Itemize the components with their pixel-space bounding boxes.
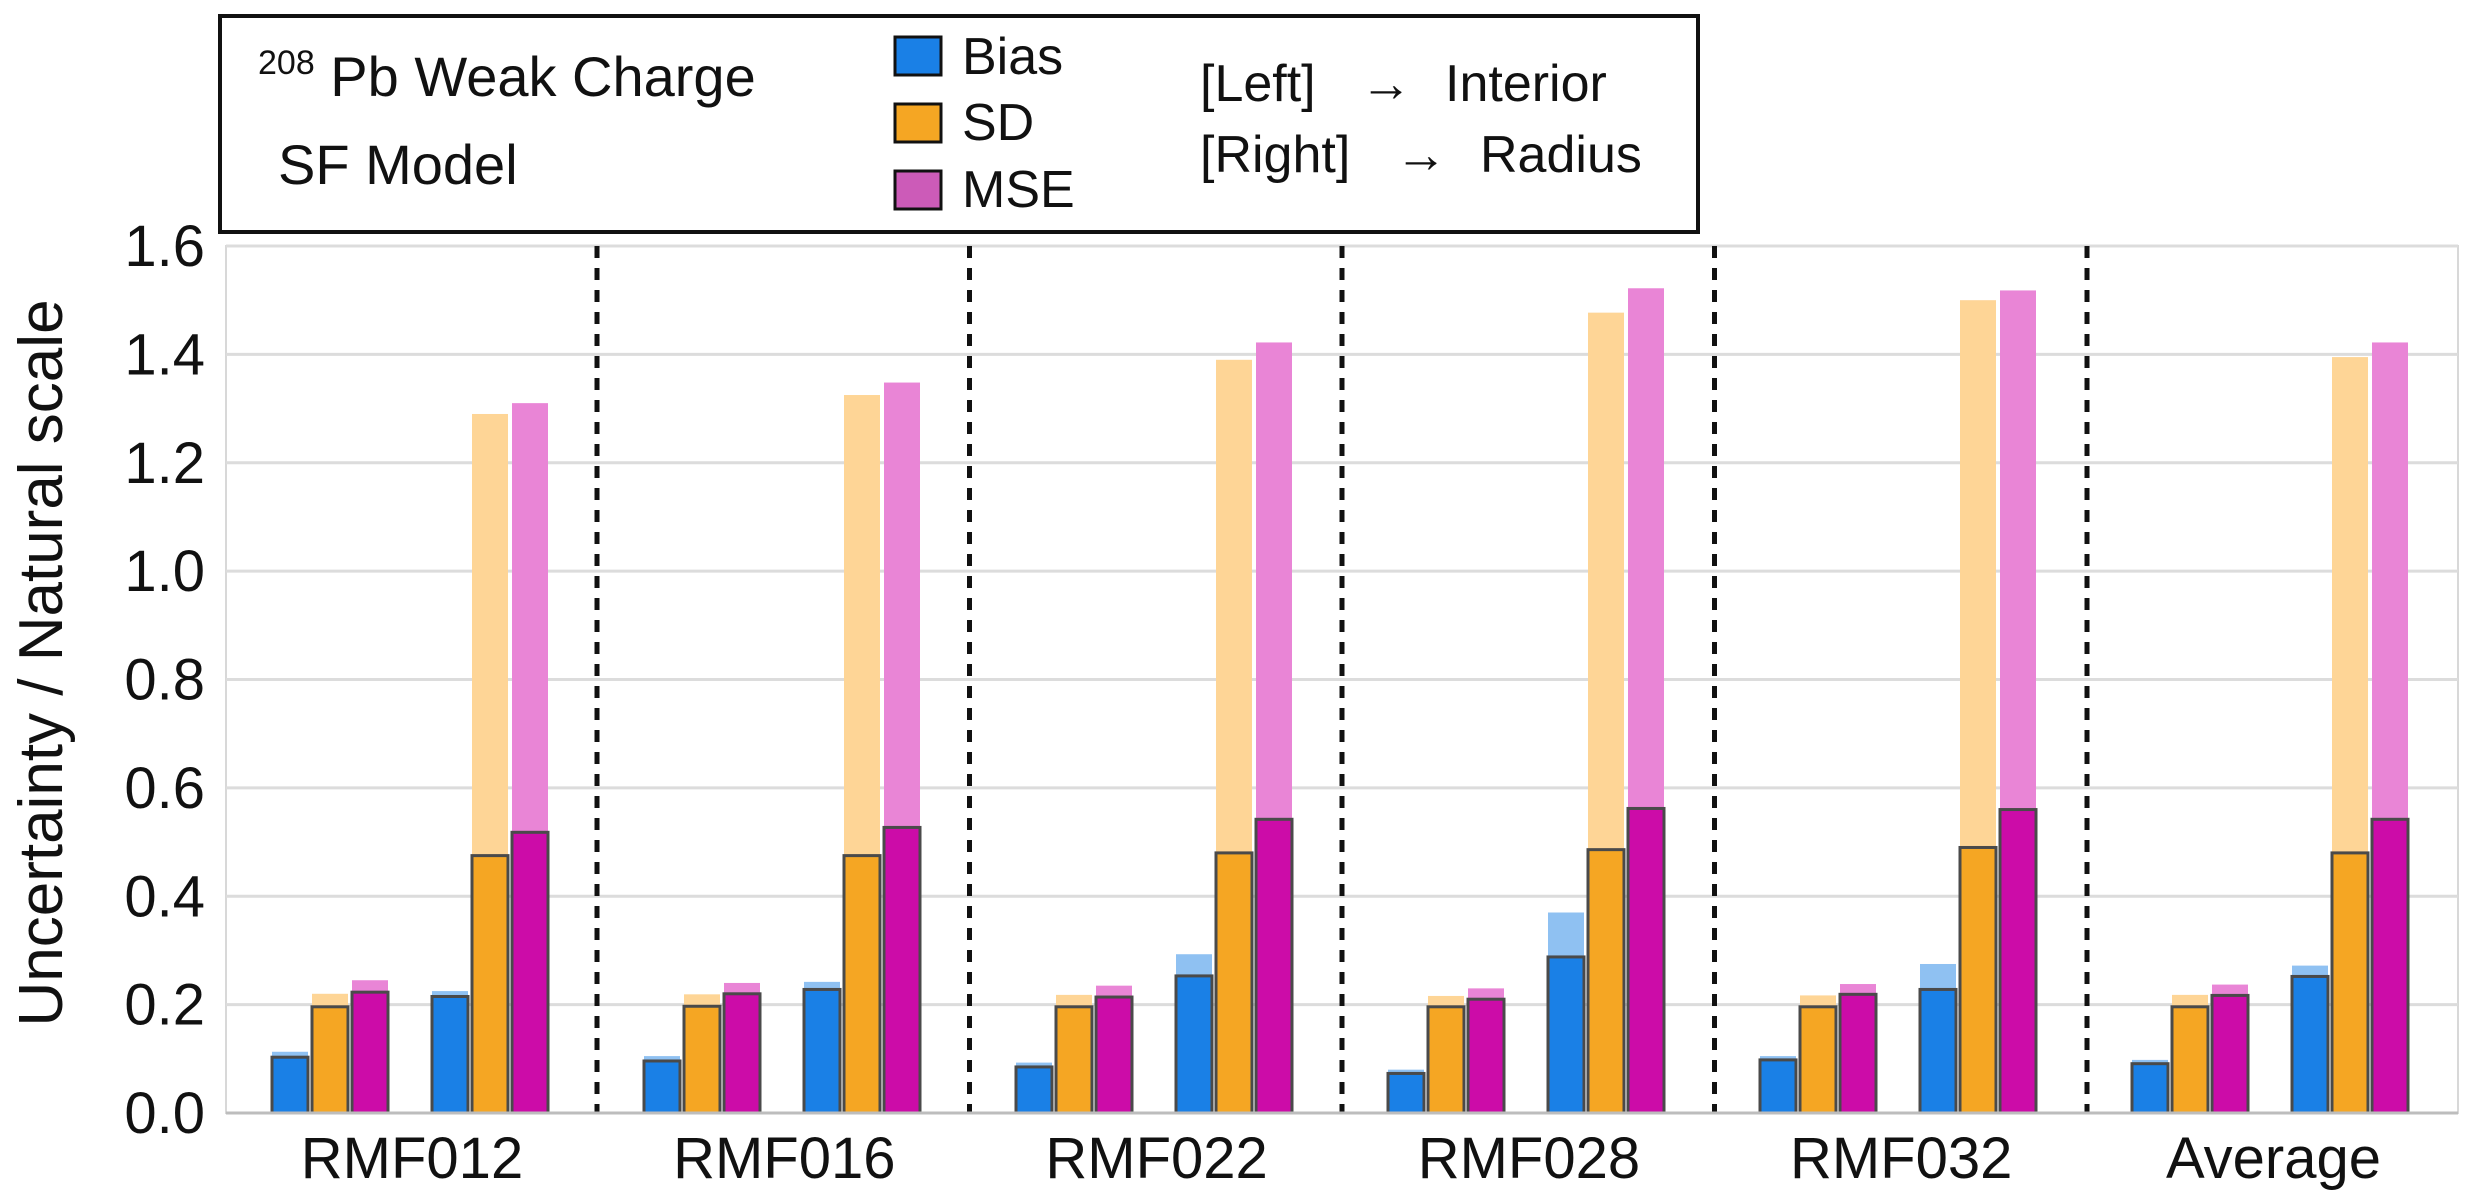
bar-radius-bias-RMF016 (802, 987, 842, 1115)
y-tick-label-1.0: 1.0 (124, 539, 205, 604)
bar-interior-mse-RMF016 (722, 992, 762, 1115)
bar-interior-sd-RMF028 (1426, 1005, 1466, 1115)
legend-label-bias: Bias (962, 28, 1063, 86)
x-tick-label-RMF028: RMF028 (1418, 1126, 1640, 1191)
bar-interior-sd-RMF012 (310, 1005, 350, 1115)
bar-interior-bias-RMF028 (1386, 1071, 1426, 1115)
y-tick-label-0.2: 0.2 (124, 973, 205, 1038)
legend-label-sd: SD (962, 94, 1034, 152)
x-tick-label-RMF032: RMF032 (1790, 1126, 2012, 1191)
bar-radius-sd-RMF012 (470, 854, 510, 1115)
bar-interior-mse-RMF022 (1094, 995, 1134, 1115)
bar-radius-mse-RMF012 (510, 830, 550, 1115)
legend-swatch-mse (893, 169, 943, 211)
bar-interior-bias-RMF012 (270, 1055, 310, 1115)
x-tick-label-RMF016: RMF016 (673, 1126, 895, 1191)
legend-note-arrow-left: → (1360, 55, 1412, 113)
bar-radius-sd-RMF032 (1958, 845, 1998, 1115)
bar-radius-mse-Average (2370, 817, 2410, 1115)
bar-interior-mse-RMF032 (1838, 992, 1878, 1115)
bar-interior-sd-RMF032 (1798, 1005, 1838, 1115)
bar-interior-mse-RMF012 (350, 990, 390, 1115)
legend-swatch-bias (893, 35, 943, 77)
legend-note-arrow-right: → (1395, 126, 1447, 184)
bar-interior-bias-RMF016 (642, 1059, 682, 1115)
bar-radius-sd-RMF022 (1214, 851, 1254, 1115)
y-tick-label-0.0: 0.0 (124, 1081, 205, 1146)
bar-interior-sd-RMF016 (682, 1004, 722, 1115)
bar-radius-mse-RMF032 (1998, 808, 2038, 1115)
x-tick-label-RMF022: RMF022 (1045, 1126, 1267, 1191)
bar-radius-bias-Average (2290, 974, 2330, 1115)
y-tick-label-0.8: 0.8 (124, 648, 205, 713)
legend-note-left: [Left] (1200, 55, 1316, 113)
legend-title-text: Pb Weak Charge (330, 45, 755, 108)
bar-interior-sd-RMF022 (1054, 1005, 1094, 1115)
axes: 0.0 0.2 0.4 0.6 0.8 1.0 1.2 1.4 1.6 RMF012 RMF016 R… (124, 214, 2458, 1191)
y-tick-label-1.6: 1.6 (124, 214, 205, 279)
bar-radius-bias-RMF028 (1546, 955, 1586, 1115)
legend-note-left-target: Interior (1445, 55, 1607, 113)
x-tick-label-Average: Average (2166, 1126, 2381, 1191)
legend: 208 Pb Weak Charge SF Model Bias SD MSE … (218, 14, 1700, 234)
bar-radius-mse-RMF022 (1254, 817, 1294, 1115)
legend-note-right: [Right] (1200, 126, 1350, 184)
bar-radius-sd-RMF028 (1586, 848, 1626, 1115)
bar-interior-bias-Average (2130, 1062, 2170, 1115)
bar-interior-sd-Average (2170, 1005, 2210, 1115)
bar-interior-bias-RMF022 (1014, 1065, 1054, 1115)
legend-swatch-sd (893, 102, 943, 144)
legend-box (218, 14, 1700, 234)
bar-radius-sd-Average (2330, 851, 2370, 1115)
legend-note-right-target: Radius (1480, 126, 1642, 184)
bar-interior-bias-RMF032 (1758, 1058, 1798, 1115)
bar-radius-mse-RMF028 (1626, 806, 1666, 1115)
legend-subtitle: SF Model (278, 133, 518, 196)
bar-radius-mse-RMF016 (882, 825, 922, 1115)
bar-radius-sd-RMF016 (842, 854, 882, 1115)
x-tick-label-RMF012: RMF012 (301, 1126, 523, 1191)
y-tick-label-1.2: 1.2 (124, 431, 205, 496)
y-axis-label: Uncertainty / Natural scale (7, 299, 76, 1026)
bar-radius-bias-RMF032 (1918, 987, 1958, 1115)
bar-radius-bias-RMF012 (430, 994, 470, 1115)
bar-radius-bias-RMF022 (1174, 974, 1214, 1115)
legend-title-superscript: 208 (258, 44, 315, 82)
y-tick-label-1.4: 1.4 (124, 322, 205, 387)
bar-interior-mse-RMF028 (1466, 997, 1506, 1115)
legend-title: 208 Pb Weak Charge (258, 23, 756, 108)
bar-interior-mse-Average (2210, 993, 2250, 1115)
y-tick-label-0.6: 0.6 (124, 756, 205, 821)
legend-label-mse: MSE (962, 161, 1075, 219)
y-tick-label-0.4: 0.4 (124, 864, 205, 929)
